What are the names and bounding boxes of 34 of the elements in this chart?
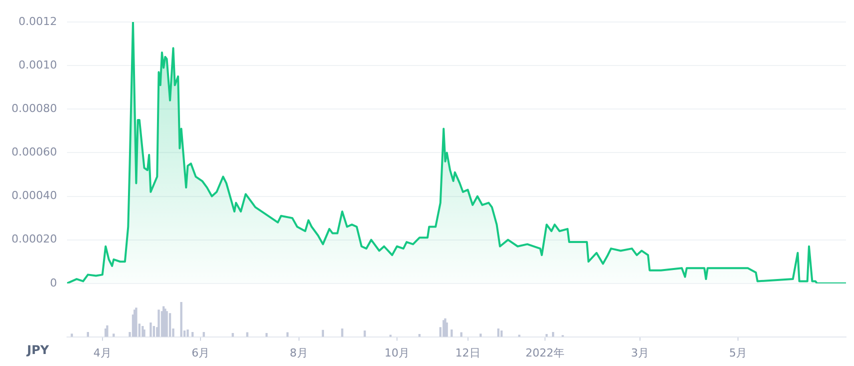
bar (364, 330, 366, 337)
bar (150, 322, 152, 337)
bar (112, 334, 115, 337)
y-tick-label: 0.0012 (18, 14, 57, 28)
y-tick-label: 0 (50, 276, 57, 290)
bar (168, 313, 172, 337)
bar (152, 326, 155, 337)
bar (186, 330, 189, 337)
bar (232, 332, 234, 337)
x-tick-label: 10月 (384, 346, 410, 360)
bar (202, 332, 205, 337)
bar (446, 322, 448, 337)
x-axis-title: JPY (26, 342, 50, 357)
x-tick-label: 3月 (630, 346, 649, 360)
bar (246, 332, 248, 337)
x-tick-label: 6月 (192, 346, 210, 360)
y-tick-label: 0.0010 (18, 58, 57, 72)
bar (180, 302, 182, 337)
x-tick-label: 5月 (729, 346, 748, 360)
bar (158, 310, 160, 337)
x-tick-label: 8月 (290, 346, 308, 360)
bar (450, 330, 453, 337)
bar (341, 328, 344, 337)
bar (106, 325, 108, 337)
x-tick-label: 12日 (455, 346, 480, 360)
x-tick-label: 4月 (93, 346, 112, 360)
bar (143, 330, 146, 337)
bar (460, 332, 462, 337)
y-tick-label: 0.00040 (12, 189, 57, 202)
bar (70, 334, 73, 337)
y-tick-label: 0.00060 (12, 146, 57, 159)
y-tick-label: 0.00020 (12, 232, 57, 246)
y-tick-label: 0.00080 (12, 102, 57, 115)
x-tick-label: 2022年 (526, 346, 565, 360)
